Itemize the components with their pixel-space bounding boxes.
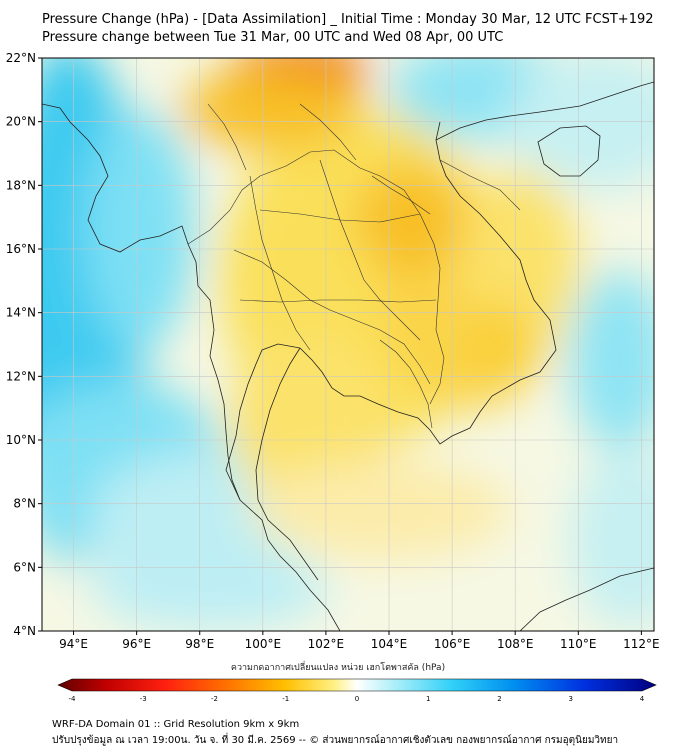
colorbar-tick-label: 2 [497,695,501,703]
colorbar-bar [57,678,657,692]
colorbar-tick-label: 1 [426,695,430,703]
lat-label: 18°N [6,178,36,192]
lon-label: 98°E [185,637,214,651]
map-subtitle: Pressure change between Tue 31 Mar, 00 U… [42,30,504,45]
colorbar-tick-label: -1 [282,695,289,703]
admin-borders [187,103,521,429]
colorbar-tick-label: 4 [640,695,645,703]
coastlines [42,81,654,631]
colorbar: -4 -3 -2 -1 0 1 2 3 4 [57,678,657,703]
lat-label: 20°N [6,115,36,129]
lat-label: 10°N [6,433,36,447]
lat-label: 22°N [6,51,36,65]
lon-label: 96°E [122,637,151,651]
lat-label: 16°N [6,242,36,256]
longitude-labels: 94°E 96°E 98°E 100°E 102°E 104°E 106°E 108°E 110… [59,631,660,651]
lat-label: 8°N [13,497,36,511]
colorbar-tick-label: -2 [211,695,218,703]
colorbar-title: ความกดอากาศเปลี่ยนแปลง หน่วย เฮกโตพาสคัล… [230,663,446,673]
lon-label: 94°E [59,637,88,651]
map-frame [41,57,655,632]
colorbar-tick-label: -4 [69,695,77,703]
lon-label: 100°E [245,637,282,651]
map-title: Pressure Change (hPa) - [Data Assimilati… [42,12,654,27]
graticule [42,57,654,632]
colorbar-tick-label: 0 [355,695,359,703]
lat-label: 12°N [6,369,36,383]
lon-label: 102°E [308,637,345,651]
colorbar-ticks: -4 -3 -2 -1 0 1 2 3 4 [69,695,645,703]
footer-line-2: ปรับปรุงข้อมูล ณ เวลา 19:00น. วัน จ. ที่… [52,735,619,746]
lon-label: 112°E [623,637,660,651]
latitude-labels: 22°N 20°N 18°N 16°N 14°N 12°N 10°N 8°N 6°N 4°N [6,51,42,638]
lon-label: 104°E [371,637,408,651]
footer-line-1: WRF-DA Domain 01 :: Grid Resolution 9km … [52,719,300,730]
lon-label: 106°E [434,637,471,651]
colorbar-tick-label: 3 [569,695,573,703]
colorbar-tick-label: -3 [140,695,147,703]
lat-label: 14°N [6,306,36,320]
lon-label: 108°E [497,637,534,651]
lat-label: 6°N [13,560,36,574]
lat-label: 4°N [13,624,36,638]
lon-label: 110°E [560,637,597,651]
pressure-field [42,58,654,631]
